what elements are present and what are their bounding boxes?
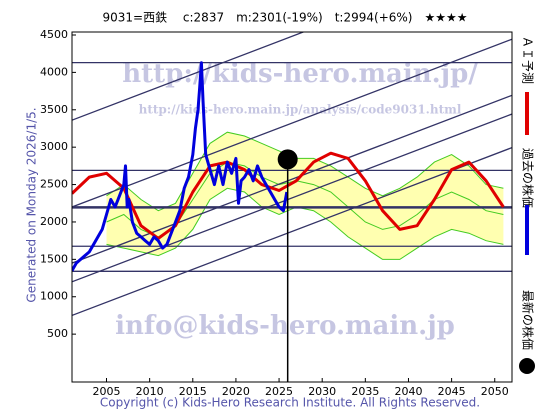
x-tick-label: 2035 [351, 385, 379, 398]
legend-label: ＡＩ予測 [521, 36, 535, 84]
legend-label: 過去の株価 [521, 148, 536, 208]
trend-line [72, 38, 512, 208]
band-line [106, 187, 504, 260]
y-tick-label: 1000 [40, 290, 68, 303]
y-tick-label: 500 [47, 327, 68, 340]
x-tick-label: 2015 [179, 385, 207, 398]
axes: 500 1000 1500 2000 2500 3000 3500 4000 4500 2005 2… [40, 28, 509, 398]
watermark: http://kids-hero.main.jp/analysis/code90… [139, 103, 462, 117]
y-tick-label: 2000 [40, 215, 68, 228]
y-tick-label: 2500 [40, 178, 68, 191]
legend-label: 最新の株価 [521, 290, 536, 350]
trend-line [72, 94, 512, 264]
x-tick-label: 2010 [136, 385, 164, 398]
trend-line [72, 32, 306, 121]
x-tick-label: 2020 [222, 385, 250, 398]
band-line [106, 131, 504, 212]
x-tick-label: 2050 [481, 385, 509, 398]
y-tick-label: 4500 [40, 28, 68, 41]
watermark: http://kids-hero.main.jp/ [122, 59, 478, 89]
chart-title: 9031=西鉄 c:2837 m:2301(-19%) t:2994(+6%) … [103, 10, 468, 25]
y-tick-label: 3500 [40, 103, 68, 116]
watermark: info@kids-hero.main.jp [115, 311, 455, 341]
plot-area: http://kids-hero.main.jp/http://kids-her… [72, 32, 512, 382]
y-tick-label: 3000 [40, 140, 68, 153]
footer: Copyright (c) Kids-Hero Research Institu… [100, 396, 480, 410]
y-tick-label: 1500 [40, 252, 68, 265]
trend-line [72, 113, 512, 283]
series-line [72, 61, 289, 272]
x-tick-label: 2045 [438, 385, 466, 398]
plot-frame [71, 31, 513, 383]
x-tick-label: 2040 [394, 385, 422, 398]
latest-point [277, 149, 298, 170]
y-tick-label: 4000 [40, 65, 68, 78]
generated-note: Generated on Monday 2026/1/5. [25, 107, 39, 302]
x-tick-label: 2005 [93, 385, 121, 398]
legend-swatch [519, 358, 535, 374]
x-tick-label: 2030 [308, 385, 336, 398]
x-tick-label: 2025 [265, 385, 293, 398]
trend-line [72, 146, 512, 317]
